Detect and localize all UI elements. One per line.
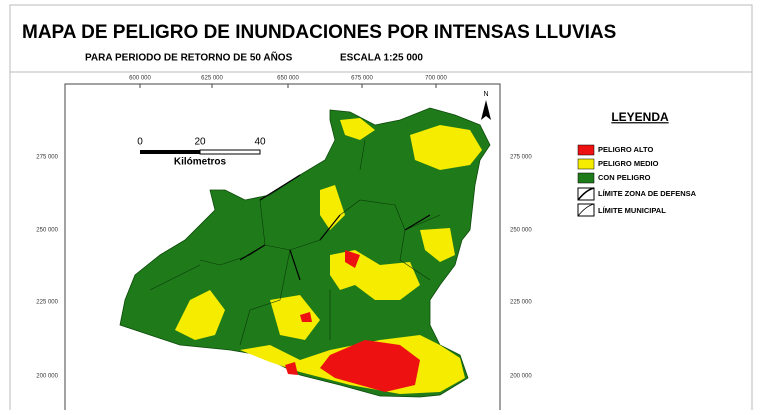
coord-label: 250 000 bbox=[36, 228, 58, 234]
title: MAPA DE PELIGRO DE INUNDACIONES POR INTE… bbox=[22, 22, 616, 43]
legend-line bbox=[577, 203, 595, 217]
legend-label: LÍMITE ZONA DE DEFENSA bbox=[598, 189, 697, 198]
header-box bbox=[9, 4, 753, 73]
coord-label: 600 000 bbox=[129, 76, 151, 82]
defense-limits bbox=[239, 174, 431, 281]
legend-swatch bbox=[577, 144, 595, 156]
legend-line bbox=[577, 187, 595, 201]
scale-label: 40 bbox=[254, 137, 266, 148]
legend: LEYENDA PELIGRO ALTO PELIGRO MEDIO CON P… bbox=[577, 110, 697, 217]
coord-label: 225 000 bbox=[510, 300, 532, 306]
scale-label: 0 bbox=[137, 137, 143, 148]
scale-text: ESCALA 1:25 000 bbox=[340, 53, 423, 64]
scale-unit: Kilómetros bbox=[174, 157, 227, 168]
legend-swatch bbox=[577, 187, 595, 201]
coord-label: 650 000 bbox=[277, 76, 299, 82]
legend-label: CON PELIGRO bbox=[598, 173, 651, 182]
north-label: N bbox=[483, 91, 488, 98]
scale-bar-segment bbox=[199, 149, 261, 155]
legend-label: PELIGRO MEDIO bbox=[598, 159, 659, 168]
coordinates: 600 000 625 000 650 000 675 000 700 000 275 0… bbox=[36, 76, 532, 380]
coord-label: 675 000 bbox=[351, 76, 373, 82]
north-arrow-shape bbox=[481, 100, 491, 120]
hazard-high bbox=[285, 250, 420, 392]
legend-swatch bbox=[577, 203, 595, 217]
scale-label: 20 bbox=[194, 137, 206, 148]
coord-label: 200 000 bbox=[510, 374, 532, 380]
scale-bar-segment bbox=[140, 150, 200, 154]
north-arrow: N bbox=[481, 91, 491, 120]
coord-label: 225 000 bbox=[36, 300, 58, 306]
hazard-medium bbox=[175, 118, 482, 394]
coord-label: 625 000 bbox=[201, 76, 223, 82]
map-area bbox=[119, 107, 491, 398]
coord-label: 200 000 bbox=[36, 374, 58, 380]
legend-title: LEYENDA bbox=[611, 110, 669, 124]
legend-swatch bbox=[577, 158, 595, 170]
coord-label: 275 000 bbox=[36, 155, 58, 161]
legend-swatch bbox=[577, 172, 595, 184]
subtitle: PARA PERIODO DE RETORNO DE 50 AÑOS bbox=[85, 51, 293, 64]
legend-label: LÍMITE MUNICIPAL bbox=[598, 206, 666, 215]
coord-label: 700 000 bbox=[425, 76, 447, 82]
legend-label: PELIGRO ALTO bbox=[598, 145, 653, 154]
scale-bar: 0 20 40 Kilómetros bbox=[137, 137, 266, 168]
municipal-limits bbox=[149, 139, 441, 346]
coord-label: 250 000 bbox=[510, 228, 532, 234]
coord-label: 275 000 bbox=[510, 155, 532, 161]
